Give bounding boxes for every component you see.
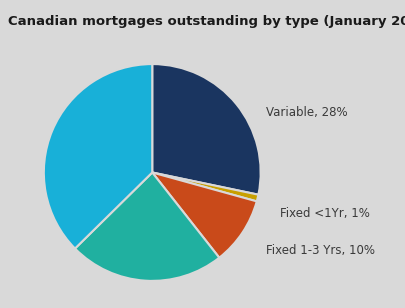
Wedge shape [152,172,256,258]
Text: Canadian mortgages outstanding by type (January 2024): Canadian mortgages outstanding by type (… [8,15,405,28]
Wedge shape [152,64,260,195]
Wedge shape [75,172,219,281]
Text: Fixed <1Yr, 1%: Fixed <1Yr, 1% [279,207,369,220]
Wedge shape [152,172,258,201]
Text: Fixed 1-3 Yrs, 10%: Fixed 1-3 Yrs, 10% [265,244,374,257]
Wedge shape [44,64,152,249]
Text: Variable, 28%: Variable, 28% [265,106,347,120]
